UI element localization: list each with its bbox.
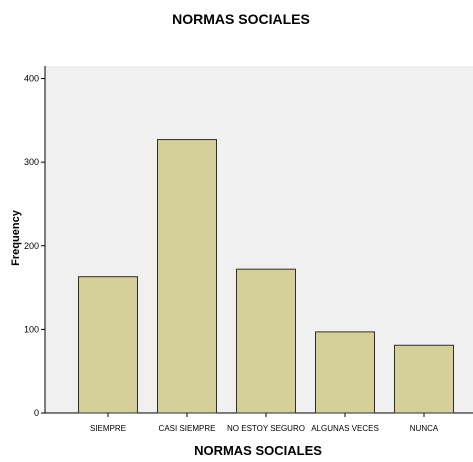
y-tick-label: 0	[34, 408, 39, 418]
x-tick-label: CASI SIEMPRE	[159, 424, 216, 433]
x-tick-label: ALGUNAS VECES	[311, 424, 379, 433]
bar	[78, 276, 138, 414]
y-axis: 0 100 200 300 400	[24, 66, 46, 418]
x-axis: SIEMPRE CASI SIEMPRE NO ESTOY SEGURO ALGUNA…	[45, 412, 473, 433]
bar	[315, 331, 375, 414]
y-tick-label: 400	[24, 74, 39, 84]
bar	[236, 268, 296, 414]
y-tick-label: 100	[24, 324, 39, 334]
y-tick-label: 300	[24, 157, 39, 167]
x-tick-label: NUNCA	[410, 424, 439, 433]
bar	[394, 344, 454, 414]
x-tick-label: SIEMPRE	[90, 424, 126, 433]
x-axis-label: NORMAS SOCIALES	[194, 443, 322, 457]
x-tick-label: NO ESTOY SEGURO	[227, 424, 305, 433]
y-tick-label: 200	[24, 241, 39, 251]
y-axis-label: Frequency	[10, 209, 22, 266]
chart-title: NORMAS SOCIALES	[172, 11, 310, 27]
bars	[78, 139, 454, 414]
bar	[157, 139, 217, 414]
